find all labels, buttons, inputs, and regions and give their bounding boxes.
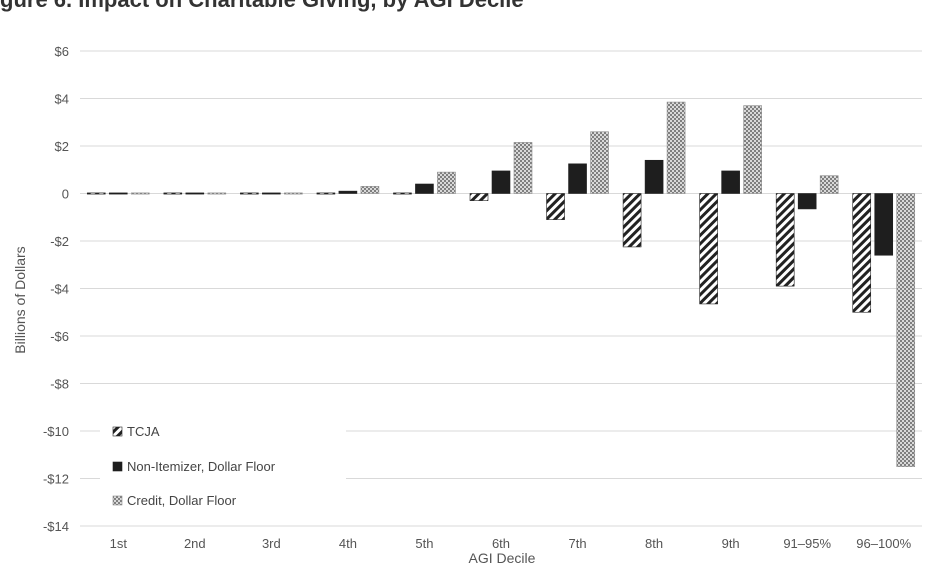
- bar-credit-dollar-floor: [284, 192, 303, 195]
- bar-non-itemizer-dollar-floor: [491, 170, 511, 194]
- bar-tcja: [393, 192, 412, 195]
- x-tick-label: 91–95%: [783, 536, 831, 551]
- legend: TCJA Non-Itemizer, Dollar Floor Credit, Do…: [112, 424, 276, 508]
- y-tick-label: $6: [55, 44, 69, 59]
- bar-non-itemizer-dollar-floor: [338, 190, 358, 194]
- x-tick-label: 6th: [492, 536, 510, 551]
- bar-non-itemizer-dollar-floor: [415, 183, 434, 194]
- bar-non-itemizer-dollar-floor: [568, 163, 587, 194]
- x-tick-label: 8th: [645, 536, 663, 551]
- y-axis-label: Billions of Dollars: [12, 246, 28, 353]
- bar-tcja: [699, 193, 718, 305]
- bar-credit-dollar-floor: [130, 192, 150, 195]
- bar-credit-dollar-floor: [513, 142, 533, 194]
- bar-non-itemizer-dollar-floor: [721, 170, 740, 194]
- bar-non-itemizer-dollar-floor: [644, 159, 664, 194]
- legend-label: Non-Itemizer, Dollar Floor: [127, 459, 276, 474]
- bar-tcja: [240, 192, 259, 195]
- bar-credit-dollar-floor: [437, 171, 456, 194]
- y-tick-label: -$4: [50, 282, 69, 297]
- bar-credit-dollar-floor: [666, 101, 686, 194]
- bar-credit-dollar-floor: [743, 105, 762, 194]
- bar-non-itemizer-dollar-floor: [797, 193, 817, 210]
- x-tick-label: 96–100%: [856, 536, 911, 551]
- y-tick-label: -$8: [50, 377, 69, 392]
- y-tick-label: -$6: [50, 329, 69, 344]
- bar-non-itemizer-dollar-floor: [874, 193, 894, 256]
- x-tick-label: 5th: [415, 536, 433, 551]
- y-tick-label: -$12: [43, 472, 69, 487]
- legend-background: [100, 406, 346, 524]
- x-axis-tick-labels: 1st 2nd 3rd 4th 5th 6th 7th 8th 9th 91–95% 96–100%: [110, 536, 912, 551]
- bar-tcja: [469, 193, 489, 201]
- x-tick-label: 1st: [110, 536, 128, 551]
- legend-label: TCJA: [127, 424, 160, 439]
- bar-tcja: [163, 192, 183, 195]
- legend-swatch: [112, 495, 123, 506]
- y-tick-label: -$10: [43, 424, 69, 439]
- x-tick-label: 7th: [569, 536, 587, 551]
- bar-tcja: [316, 192, 336, 195]
- bar-credit-dollar-floor: [590, 131, 609, 194]
- x-tick-label: 9th: [722, 536, 740, 551]
- bars: [86, 101, 916, 467]
- bar-credit-dollar-floor: [896, 193, 916, 467]
- chart-title-fragment: gure 6. Impact on Charitable Giving, by …: [0, 0, 524, 13]
- bar-non-itemizer-dollar-floor: [108, 192, 128, 195]
- x-tick-label: 3rd: [262, 536, 281, 551]
- y-tick-label: -$2: [50, 234, 69, 249]
- legend-label: Credit, Dollar Floor: [127, 493, 237, 508]
- x-tick-label: 4th: [339, 536, 357, 551]
- x-axis-label: AGI Decile: [469, 550, 536, 566]
- x-tick-label: 2nd: [184, 536, 206, 551]
- bar-tcja: [852, 193, 872, 313]
- bar-non-itemizer-dollar-floor: [185, 192, 205, 195]
- y-tick-label: $2: [55, 139, 69, 154]
- y-tick-label: 0: [62, 187, 69, 202]
- bar-credit-dollar-floor: [207, 192, 227, 195]
- y-tick-label: $4: [55, 92, 69, 107]
- y-axis-tick-labels: $6 $4 $2 0 -$2 -$4 -$6 -$8 -$10 -$12 -$14: [43, 44, 69, 534]
- bar-tcja: [86, 192, 106, 195]
- legend-swatch: [112, 461, 123, 472]
- bar-tcja: [546, 193, 565, 220]
- bar-tcja: [775, 193, 795, 287]
- y-tick-label: -$14: [43, 519, 69, 534]
- bar-credit-dollar-floor: [360, 186, 380, 194]
- legend-swatch: [112, 426, 123, 437]
- bar-non-itemizer-dollar-floor: [262, 192, 281, 195]
- bar-credit-dollar-floor: [819, 175, 839, 194]
- bar-tcja: [622, 193, 642, 248]
